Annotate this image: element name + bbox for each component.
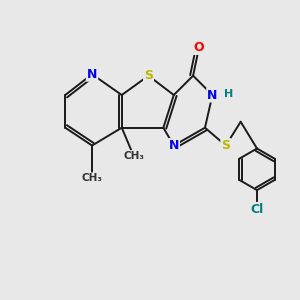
Text: N: N — [207, 88, 218, 101]
Text: O: O — [194, 41, 204, 54]
Text: H: H — [224, 88, 233, 98]
Text: S: S — [144, 69, 153, 82]
Text: CH₃: CH₃ — [82, 173, 103, 183]
Text: CH₃: CH₃ — [123, 151, 144, 161]
Text: N: N — [87, 68, 97, 81]
Text: N: N — [169, 139, 179, 152]
Text: S: S — [221, 139, 230, 152]
Text: Cl: Cl — [250, 203, 264, 216]
